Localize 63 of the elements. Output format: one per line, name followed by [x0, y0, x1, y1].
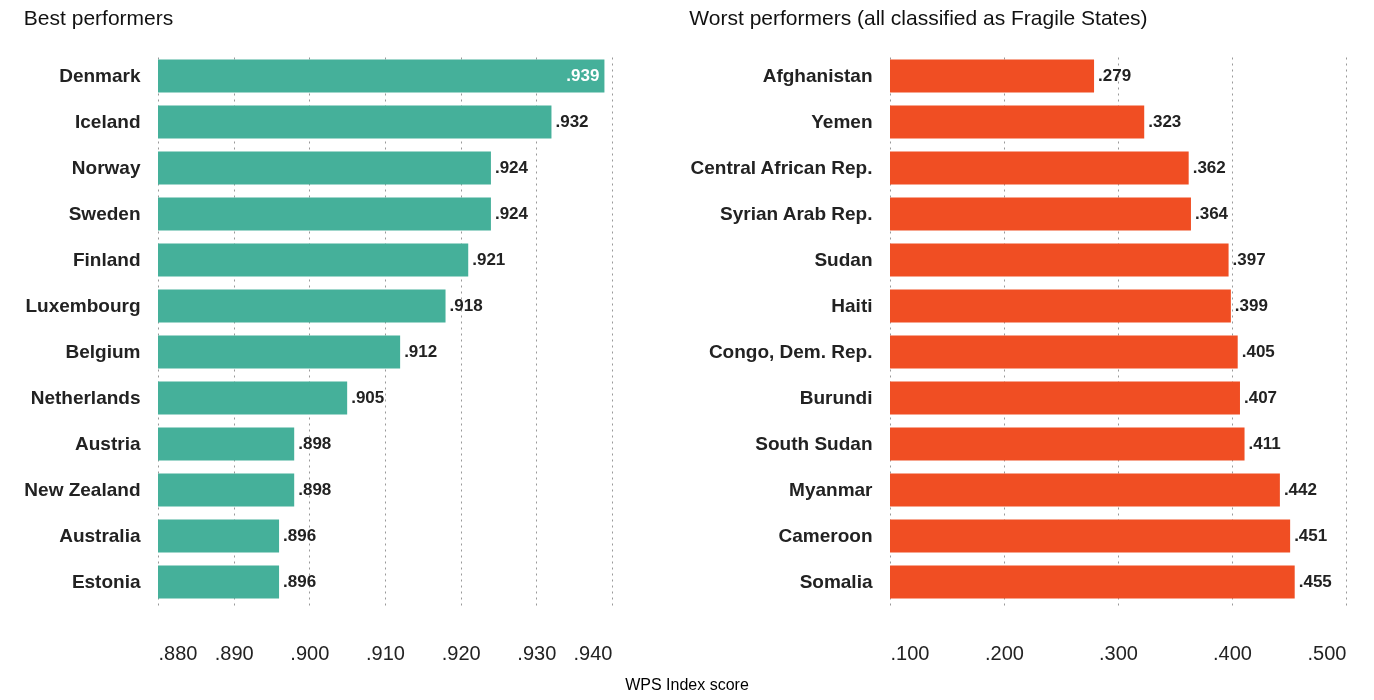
data-label: .323	[1148, 112, 1182, 131]
data-label: .411	[1248, 434, 1281, 453]
x-tick-label: .880	[158, 641, 198, 664]
y-tick-label: Afghanistan	[762, 65, 873, 86]
data-label: .407	[1243, 388, 1278, 407]
y-tick-label: Sweden	[68, 203, 141, 224]
data-label: .364	[1194, 204, 1229, 223]
data-label: .362	[1192, 158, 1226, 177]
x-tick-label: .890	[214, 641, 254, 664]
y-tick-label: Burundi	[799, 387, 873, 408]
y-tick-label: Cameroon	[778, 525, 873, 546]
y-tick-label: Netherlands	[30, 387, 141, 408]
data-label: .932	[555, 112, 589, 131]
chart-title: Worst performers (all classified as Fragile States)	[689, 6, 1148, 29]
x-tick-label: .930	[517, 641, 557, 664]
x-tick-label: .300	[1099, 641, 1138, 664]
data-label: .898	[298, 434, 332, 453]
data-label: .921	[472, 250, 506, 269]
x-tick-label: .500	[1307, 641, 1347, 664]
data-label: .397	[1232, 250, 1266, 269]
x-tick-label: .940	[573, 641, 613, 664]
y-tick-label: Haiti	[831, 295, 873, 316]
data-label: .451	[1294, 526, 1328, 545]
y-tick-label: Denmark	[59, 65, 141, 86]
data-label: .898	[298, 480, 332, 499]
y-tick-label: Somalia	[799, 571, 873, 592]
y-tick-label: Finland	[72, 249, 141, 270]
y-tick-label: Myanmar	[789, 479, 874, 500]
data-label: .924	[494, 158, 529, 177]
y-tick-label: New Zealand	[24, 479, 141, 500]
y-tick-label: Congo, Dem. Rep.	[708, 341, 873, 362]
x-axis-title: WPS Index score	[624, 676, 750, 694]
y-tick-label: Estonia	[71, 571, 141, 592]
y-tick-label: Iceland	[75, 111, 141, 132]
x-tick-label: .400	[1213, 641, 1252, 664]
y-tick-label: Austria	[75, 433, 141, 454]
data-label: .405	[1241, 342, 1275, 361]
data-label: .399	[1234, 296, 1268, 315]
data-label: .905	[351, 388, 385, 407]
data-label: .279	[1098, 66, 1132, 85]
x-tick-label: .920	[441, 641, 481, 664]
data-label: .442	[1283, 480, 1317, 499]
y-tick-label: Syrian Arab Rep.	[720, 203, 873, 224]
x-tick-label: .900	[290, 641, 330, 664]
x-tick-label: .200	[985, 641, 1024, 664]
data-label: .896	[283, 572, 317, 591]
data-label: .912	[404, 342, 438, 361]
y-tick-label: South Sudan	[755, 433, 873, 454]
x-tick-label: .910	[366, 641, 405, 664]
y-tick-label: Belgium	[65, 341, 141, 362]
y-tick-label: Norway	[71, 157, 141, 178]
y-tick-label: Luxembourg	[25, 295, 141, 316]
y-tick-label: Central African Rep.	[690, 157, 873, 178]
x-tick-label: .100	[890, 641, 930, 664]
data-label: .924	[494, 204, 529, 223]
y-tick-label: Australia	[59, 525, 141, 546]
y-tick-label: Yemen	[811, 111, 873, 132]
data-label: .939	[566, 66, 600, 85]
data-label: .896	[283, 526, 317, 545]
data-label: .455	[1298, 572, 1332, 591]
data-label: .918	[449, 296, 483, 315]
chart-title: Best performers	[23, 6, 174, 29]
y-tick-label: Sudan	[814, 249, 873, 270]
